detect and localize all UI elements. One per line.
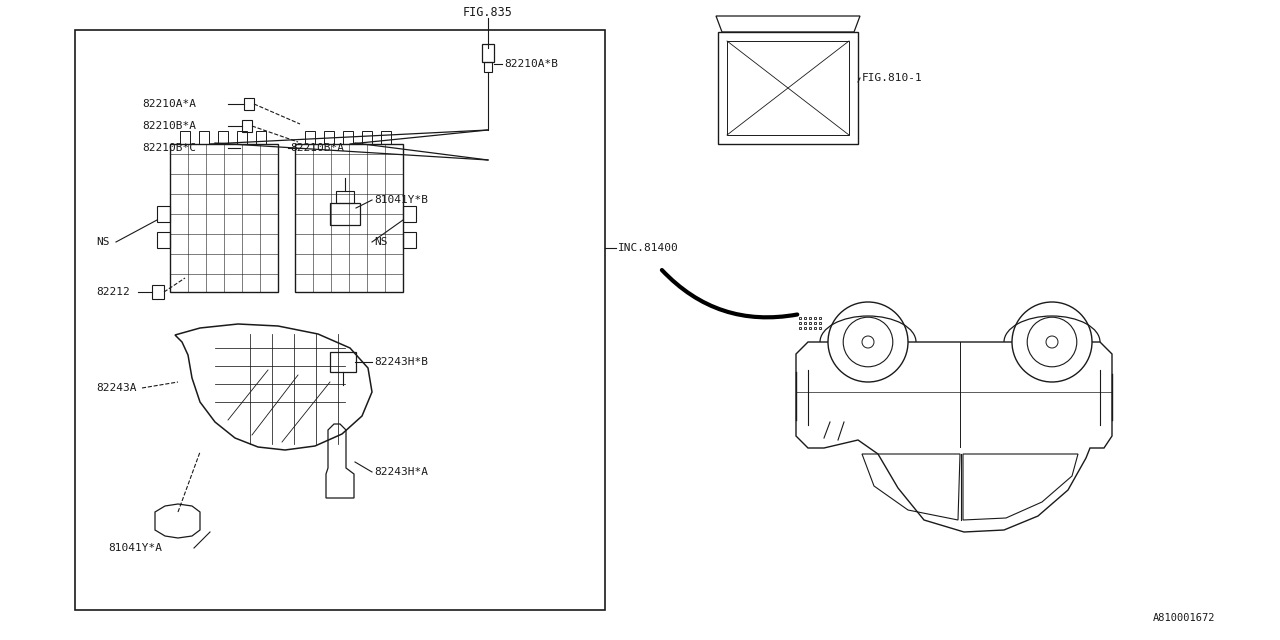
Text: 82243A: 82243A: [96, 383, 137, 393]
Bar: [330, 203, 360, 225]
Bar: [294, 144, 403, 292]
Text: 82210A*B: 82210A*B: [504, 59, 558, 69]
Text: 82243H*B: 82243H*B: [374, 357, 428, 367]
Bar: [237, 131, 247, 144]
Text: 82210B*A: 82210B*A: [142, 121, 196, 131]
Bar: [483, 44, 494, 62]
Bar: [727, 41, 849, 135]
Bar: [381, 131, 390, 144]
Bar: [76, 30, 605, 610]
Text: FIG.835: FIG.835: [463, 6, 513, 19]
Text: 82212: 82212: [96, 287, 129, 297]
Bar: [343, 131, 353, 144]
Bar: [403, 232, 416, 248]
Bar: [484, 62, 492, 72]
Bar: [330, 352, 356, 372]
Bar: [305, 131, 315, 144]
Bar: [198, 131, 209, 144]
Bar: [242, 120, 252, 132]
Text: NS: NS: [374, 237, 388, 247]
Bar: [218, 131, 228, 144]
Bar: [157, 206, 170, 222]
Text: 82210B*A: 82210B*A: [291, 143, 344, 153]
Bar: [157, 232, 170, 248]
Circle shape: [1012, 302, 1092, 382]
Bar: [718, 32, 858, 144]
Bar: [244, 98, 253, 110]
FancyArrowPatch shape: [662, 270, 797, 317]
Bar: [335, 191, 355, 203]
Bar: [362, 131, 372, 144]
Text: 82210A*A: 82210A*A: [142, 99, 196, 109]
Bar: [180, 131, 189, 144]
Text: FIG.810-1: FIG.810-1: [861, 73, 923, 83]
Bar: [256, 131, 266, 144]
Text: 82243H*A: 82243H*A: [374, 467, 428, 477]
Text: NS: NS: [96, 237, 110, 247]
Text: 81041Y*A: 81041Y*A: [108, 543, 163, 553]
Bar: [152, 285, 164, 299]
Text: INC.81400: INC.81400: [618, 243, 678, 253]
Text: 82210B*C: 82210B*C: [142, 143, 196, 153]
Bar: [324, 131, 334, 144]
Bar: [170, 144, 278, 292]
Bar: [403, 206, 416, 222]
Text: 81041Y*B: 81041Y*B: [374, 195, 428, 205]
Circle shape: [828, 302, 908, 382]
Text: A810001672: A810001672: [1152, 613, 1215, 623]
